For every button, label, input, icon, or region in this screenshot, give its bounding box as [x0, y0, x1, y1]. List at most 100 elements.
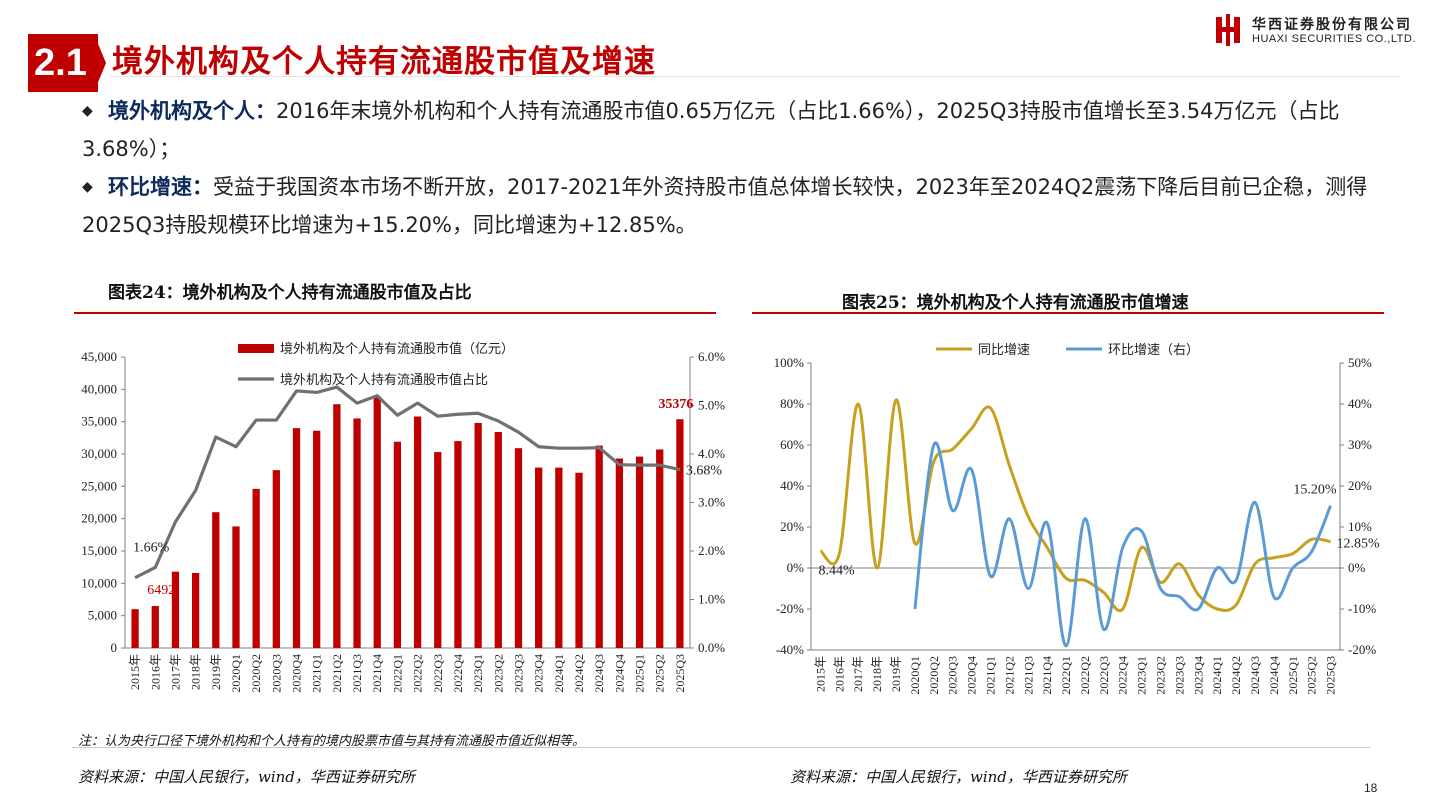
bar — [252, 488, 260, 648]
header-divider — [110, 76, 1400, 77]
company-logo: 华西证券股份有限公司 HUAXI SECURITIES CO.,LTD. — [1212, 14, 1432, 48]
section-number: 2.1 — [28, 34, 98, 92]
x-tick-label: 2020Q3 — [946, 656, 960, 695]
x-tick-label: 2019年 — [209, 654, 223, 690]
market-value-chart: 0 5,000 10,000 15,000 20,000 25,000 30,000 35,0… — [81, 341, 725, 693]
figure-25-title: 图表25：境外机构及个人持有流通股市值增速 — [842, 293, 1189, 313]
bar — [494, 432, 502, 648]
y-right-tick-label: 0% — [1348, 560, 1366, 575]
x-tick-label: 2022Q2 — [1078, 656, 1092, 695]
share-line — [134, 385, 681, 580]
qoq-growth-line — [913, 441, 1332, 648]
x-tick-label: 2022Q3 — [431, 654, 445, 693]
x-tick-label: 2024Q2 — [572, 654, 586, 693]
section-badge-arrow — [94, 34, 106, 92]
bullet-text: 受益于我国资本市场不断开放，2017-2021年外资持股市值总体增长较快，202… — [82, 175, 1368, 237]
bullet-item: ◆ 境外机构及个人：2016年末境外机构和个人持有流通股市值0.65万亿元（占比1… — [82, 92, 1412, 168]
page-number: 18 — [1364, 781, 1378, 795]
y-right-tick-label: 0.0% — [698, 640, 725, 655]
x-tick-label: 2015年 — [128, 654, 142, 690]
bar — [171, 571, 180, 648]
y-left-tick-label: 45,000 — [81, 349, 117, 364]
x-tick-label: 2018年 — [189, 654, 203, 690]
x-tick-label: 2016年 — [148, 654, 162, 690]
growth-rate-chart: -40% -20% 0% 20% 40% 60% 80% 100% -20% -10% 0% 10% 2… — [774, 342, 1381, 695]
bar — [292, 428, 301, 648]
huaxi-logo-icon — [1216, 14, 1240, 46]
y-left-tick-label: 20,000 — [81, 511, 117, 526]
bar — [212, 512, 220, 648]
x-tick-label: 2023Q4 — [1191, 656, 1205, 695]
x-tick-label: 2021Q2 — [330, 654, 344, 693]
y-left-tick-label: 80% — [780, 396, 804, 411]
x-tick-label: 2024Q3 — [592, 654, 606, 693]
y-left-tick-label: 5,000 — [88, 608, 117, 623]
legend-qoq-label: 环比增速（右） — [1108, 342, 1199, 357]
x-tick-label: 2024Q2 — [1229, 656, 1243, 695]
annotation-label: 3.68% — [686, 464, 723, 479]
y-right-tick-label: 20% — [1348, 478, 1372, 493]
chart-note: 注：认为央行口径下境外机构和个人持有的境内股票市值与其持有流通股市值近似相等。 — [78, 734, 586, 749]
bar — [272, 470, 280, 648]
x-tick-label: 2020Q4 — [290, 654, 304, 693]
y-left-tick-label: 20% — [780, 519, 804, 534]
x-tick-label: 2023Q2 — [491, 654, 505, 693]
annotation-label: 15.20% — [1293, 483, 1337, 498]
x-tick-label: 2024Q4 — [1267, 656, 1281, 695]
bar — [393, 441, 402, 648]
bullet-text: 2016年末境外机构和个人持有流通股市值0.65万亿元（占比1.66%），202… — [82, 99, 1340, 161]
x-tick-label: 2025Q2 — [653, 654, 667, 693]
bar — [555, 467, 563, 648]
x-tick-label: 2025Q3 — [1324, 656, 1338, 695]
x-tick-label: 2025Q3 — [673, 654, 687, 693]
bar — [656, 449, 664, 648]
bar — [373, 396, 381, 648]
bar — [333, 404, 341, 648]
y-left-tick-label: 40,000 — [81, 381, 117, 396]
x-tick-label: 2024Q3 — [1248, 656, 1262, 695]
x-tick-label: 2023Q2 — [1154, 656, 1168, 695]
diamond-bullet-icon: ◆ — [82, 179, 93, 195]
bar — [474, 422, 482, 648]
bar — [615, 458, 624, 648]
x-tick-label: 2020Q4 — [965, 656, 979, 695]
annotation-label: 1.66% — [133, 540, 170, 555]
bar — [191, 572, 200, 648]
bullet-key: 环比增速： — [108, 175, 213, 199]
x-tick-label: 2018年 — [870, 656, 884, 692]
legend-bar-swatch — [238, 344, 274, 353]
source-left: 资料来源：中国人民银行，wind，华西证券研究所 — [78, 768, 415, 786]
annotation-label: 35376 — [658, 397, 693, 412]
x-tick-label: 2022Q3 — [1097, 656, 1111, 695]
logo-company-name-cn: 华西证券股份有限公司 — [1252, 17, 1412, 33]
legend-bar-label: 境外机构及个人持有流通股市值（亿元） — [280, 341, 514, 356]
y-left-tick-label: 0% — [787, 560, 805, 575]
bar — [353, 418, 361, 648]
y-right-tick-label: -20% — [1348, 642, 1376, 657]
x-tick-label: 2023Q3 — [511, 654, 525, 693]
y-left-tick-label: 40% — [780, 478, 804, 493]
y-right-tick-label: 50% — [1348, 355, 1372, 370]
x-tick-label: 2024Q1 — [552, 654, 566, 693]
x-tick-label: 2025Q1 — [633, 654, 647, 693]
legend-line-label: 境外机构及个人持有流通股市值占比 — [280, 372, 488, 387]
x-tick-label: 2023Q4 — [532, 654, 546, 693]
y-left-tick-label: 60% — [780, 437, 804, 452]
y-right-tick-label: 3.0% — [698, 495, 725, 510]
annotation-label: 6492 — [147, 583, 175, 598]
x-tick-label: 2023Q1 — [1135, 656, 1149, 695]
x-tick-label: 2020Q2 — [249, 654, 263, 693]
y-left-tick-label: -20% — [776, 601, 804, 616]
annotation-label: 12.85% — [1337, 537, 1381, 552]
bar — [676, 419, 684, 648]
x-tick-label: 2020Q3 — [269, 654, 283, 693]
y-right-tick-label: 30% — [1348, 437, 1372, 452]
x-tick-label: 2015年 — [813, 656, 827, 692]
x-tick-label: 2019年 — [889, 656, 903, 692]
figure-25-rule — [752, 312, 1384, 314]
x-tick-label: 2021Q1 — [983, 656, 997, 695]
bar — [434, 452, 442, 648]
x-tick-label: 2020Q1 — [229, 654, 243, 693]
bar — [595, 445, 603, 648]
diamond-bullet-icon: ◆ — [82, 103, 93, 119]
